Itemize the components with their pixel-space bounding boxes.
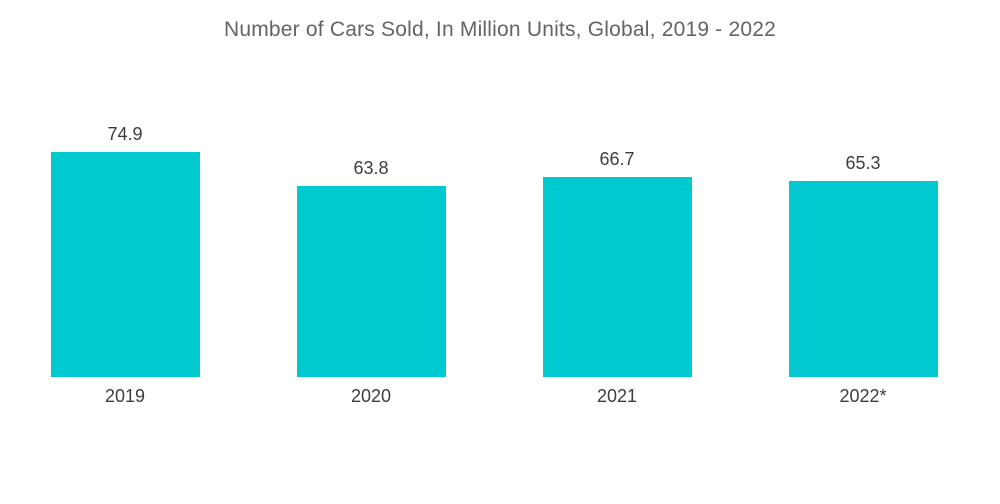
bar-value-label: 66.7 (599, 149, 635, 169)
bar-value-label: 65.3 (845, 153, 881, 173)
bar-group: 74.9 (2, 0, 248, 377)
x-axis-label: 2019 (104, 386, 146, 406)
bar-value-label: 74.9 (107, 124, 143, 144)
bar-group: 63.8 (248, 0, 494, 377)
bar-value-label: 63.8 (353, 158, 389, 178)
bar (542, 177, 692, 377)
bar (296, 186, 446, 377)
plot-area: 74.9 63.8 66.7 65.3 (2, 0, 986, 377)
bar (50, 152, 200, 377)
x-axis-label: 2021 (596, 386, 638, 406)
x-axis-label: 2020 (350, 386, 392, 406)
bar (788, 181, 938, 377)
x-axis-labels: 2019 2020 2021 2022* (2, 386, 986, 408)
x-axis-label: 2022* (839, 386, 887, 406)
bar-group: 66.7 (494, 0, 740, 377)
bar-group: 65.3 (740, 0, 986, 377)
chart-title: Number of Cars Sold, In Million Units, G… (223, 18, 777, 41)
